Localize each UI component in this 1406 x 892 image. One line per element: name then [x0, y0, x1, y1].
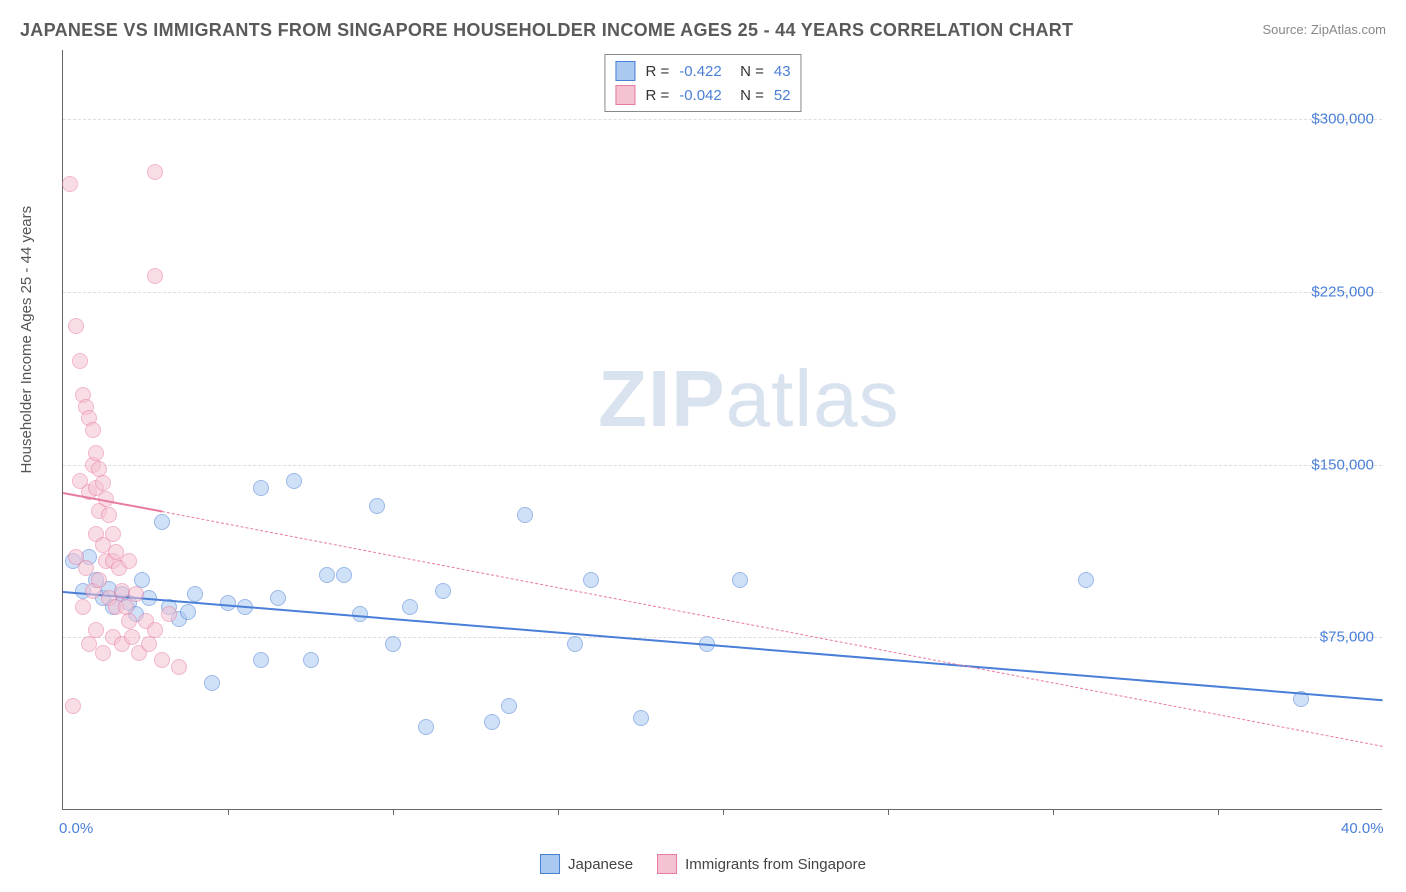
legend-item: Japanese [540, 854, 633, 874]
legend-n-value: 52 [774, 87, 791, 104]
legend-r-value: -0.042 [679, 87, 722, 104]
watermark-light: atlas [726, 354, 900, 443]
data-point [402, 599, 418, 615]
data-point [435, 583, 451, 599]
data-point [385, 636, 401, 652]
y-tick-label: $225,000 [1311, 283, 1374, 300]
data-point [583, 572, 599, 588]
data-point [253, 480, 269, 496]
x-tick [723, 809, 724, 815]
x-tick [558, 809, 559, 815]
trend-line [63, 591, 1383, 701]
legend-swatch [615, 85, 635, 105]
data-point [501, 698, 517, 714]
x-tick [393, 809, 394, 815]
data-point [147, 622, 163, 638]
data-point [633, 710, 649, 726]
y-axis-title: Householder Income Ages 25 - 44 years [18, 206, 35, 474]
y-tick-label: $300,000 [1311, 111, 1374, 128]
data-point [180, 604, 196, 620]
series-legend: Japanese Immigrants from Singapore [540, 854, 866, 874]
data-point [72, 353, 88, 369]
x-axis-label: 0.0% [59, 820, 93, 837]
gridline-h [63, 292, 1382, 293]
legend-row: R = -0.422 N = 43 [615, 59, 790, 83]
data-point [154, 514, 170, 530]
legend-r-label: R = [645, 63, 669, 80]
data-point [88, 445, 104, 461]
data-point [484, 714, 500, 730]
data-point [732, 572, 748, 588]
data-point [95, 645, 111, 661]
data-point [91, 572, 107, 588]
data-point [105, 526, 121, 542]
trend-line [162, 511, 1383, 747]
data-point [161, 606, 177, 622]
data-point [187, 586, 203, 602]
watermark-bold: ZIP [598, 354, 725, 443]
data-point [154, 652, 170, 668]
x-tick [1053, 809, 1054, 815]
data-point [75, 599, 91, 615]
data-point [147, 268, 163, 284]
legend-label: Immigrants from Singapore [685, 856, 866, 873]
data-point [147, 164, 163, 180]
data-point [62, 176, 78, 192]
data-point [85, 422, 101, 438]
legend-r-label: R = [645, 87, 669, 104]
data-point [517, 507, 533, 523]
plot-area: ZIPatlas $75,000 $150,000 $225,000 $300,000… [62, 50, 1382, 810]
chart-title: JAPANESE VS IMMIGRANTS FROM SINGAPORE HO… [20, 20, 1073, 41]
data-point [101, 507, 117, 523]
x-axis-label: 40.0% [1341, 820, 1384, 837]
correlation-chart: JAPANESE VS IMMIGRANTS FROM SINGAPORE HO… [0, 0, 1406, 892]
watermark: ZIPatlas [598, 353, 899, 445]
data-point [65, 698, 81, 714]
legend-label: Japanese [568, 856, 633, 873]
legend-n-value: 43 [774, 63, 791, 80]
data-point [270, 590, 286, 606]
x-tick [1218, 809, 1219, 815]
data-point [121, 613, 137, 629]
data-point [286, 473, 302, 489]
x-tick [888, 809, 889, 815]
legend-n-label: N = [732, 63, 764, 80]
y-tick-label: $150,000 [1311, 456, 1374, 473]
data-point [567, 636, 583, 652]
x-tick [228, 809, 229, 815]
legend-swatch [657, 854, 677, 874]
data-point [88, 622, 104, 638]
legend-n-label: N = [732, 87, 764, 104]
data-point [124, 629, 140, 645]
data-point [141, 636, 157, 652]
legend-swatch [615, 61, 635, 81]
source-label: Source: ZipAtlas.com [1262, 22, 1386, 37]
data-point [78, 560, 94, 576]
gridline-h [63, 637, 1382, 638]
data-point [319, 567, 335, 583]
legend-r-value: -0.422 [679, 63, 722, 80]
data-point [418, 719, 434, 735]
data-point [68, 318, 84, 334]
legend-row: R = -0.042 N = 52 [615, 83, 790, 107]
data-point [369, 498, 385, 514]
legend-item: Immigrants from Singapore [657, 854, 866, 874]
correlation-legend: R = -0.422 N = 43R = -0.042 N = 52 [604, 54, 801, 112]
data-point [95, 475, 111, 491]
data-point [303, 652, 319, 668]
gridline-h [63, 465, 1382, 466]
data-point [1078, 572, 1094, 588]
data-point [253, 652, 269, 668]
legend-swatch [540, 854, 560, 874]
gridline-h [63, 119, 1382, 120]
data-point [171, 659, 187, 675]
data-point [121, 553, 137, 569]
data-point [128, 586, 144, 602]
data-point [204, 675, 220, 691]
data-point [336, 567, 352, 583]
data-point [220, 595, 236, 611]
y-tick-label: $75,000 [1320, 629, 1374, 646]
